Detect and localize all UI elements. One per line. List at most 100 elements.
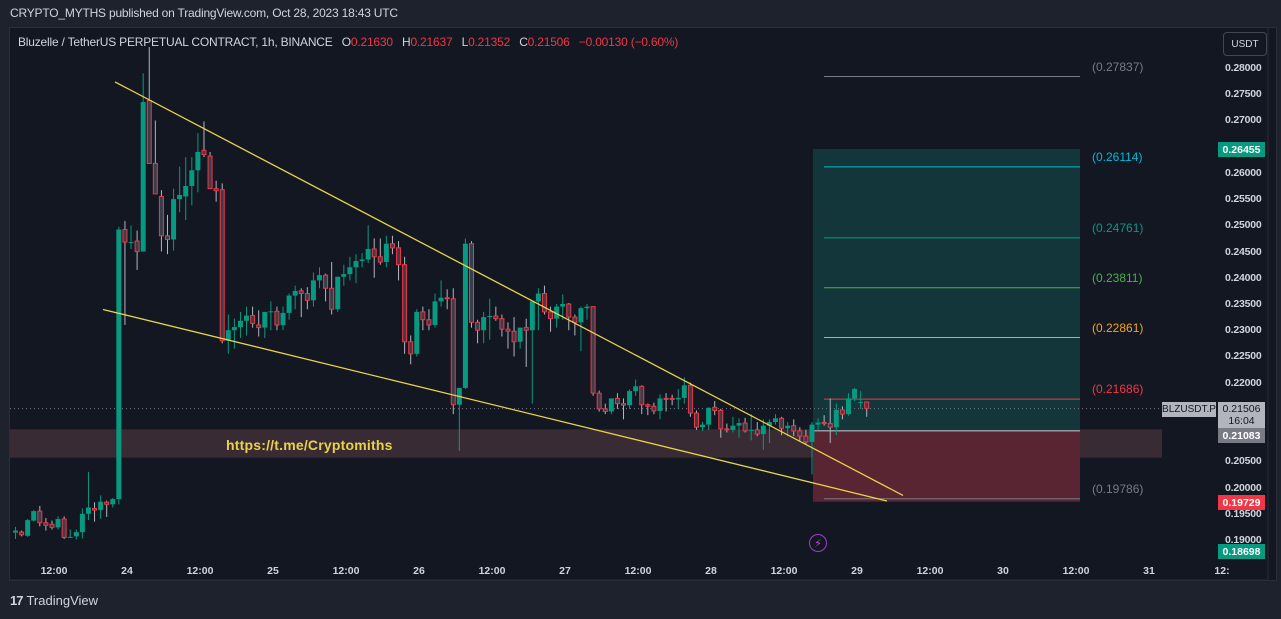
candle-body-down [718, 409, 724, 430]
candle-body-down [122, 229, 128, 243]
price-tick: 0.24500 [1225, 245, 1262, 258]
open-value: 0.21630 [350, 35, 393, 49]
tradingview-mark-icon: 17 [10, 593, 24, 608]
candle-body-up [675, 397, 681, 400]
candle-body-down [596, 392, 602, 410]
candle-body-down [134, 240, 140, 253]
candle-body-down [590, 306, 596, 394]
candle-body-up [760, 425, 766, 435]
candle-body-down [49, 523, 55, 528]
candle-body-up [858, 402, 864, 404]
candle-body-up [657, 398, 663, 411]
candle-body-up [815, 422, 821, 425]
candle-body-down [371, 248, 377, 258]
candle-body-down [821, 422, 827, 425]
time-tick: 30 [997, 565, 1009, 577]
candle-body-down [201, 149, 207, 156]
candle-body-down [572, 316, 578, 323]
candle-body-down [43, 522, 49, 526]
candle-body-down [408, 341, 414, 355]
candle-body-down [298, 290, 304, 295]
candle-body-down [566, 303, 572, 318]
candle-body-up [183, 185, 189, 197]
candle-body-up [852, 388, 858, 399]
candle-body-down [256, 324, 262, 329]
candle-body-up [414, 311, 420, 354]
candle-body-up [627, 391, 633, 406]
tradingview-logo[interactable]: 17 TradingView [10, 593, 98, 608]
candle-body-down [797, 430, 803, 437]
candle-body-down [669, 397, 675, 400]
time-tick: 12:00 [916, 565, 944, 577]
candle-body-down [614, 397, 620, 405]
candle-body-down [742, 422, 748, 432]
candle-body-up [773, 418, 778, 422]
lightning-event-icon[interactable]: ⚡ [809, 534, 827, 552]
candle-body-down [475, 321, 481, 331]
target-price-badge: 0.26455 [1218, 142, 1265, 157]
candle-body-up [280, 312, 286, 325]
candle-body-down [693, 412, 699, 428]
time-tick: 27 [559, 565, 571, 577]
low-price-badge: 0.18698 [1218, 544, 1265, 559]
candle-body-down [450, 298, 456, 406]
time-tick: 24 [121, 565, 133, 577]
candle-body-up [432, 301, 438, 325]
symbol-title[interactable]: Bluzelle / TetherUS PERPETUAL CONTRACT, … [18, 35, 333, 49]
candle-body-down [639, 385, 645, 406]
candle-body-down [402, 264, 408, 343]
candle-body-down [541, 293, 547, 313]
candle-body-up [608, 398, 614, 412]
candle-body-down [687, 384, 693, 414]
bar-countdown: 16:04 [1228, 415, 1255, 427]
candle-body-up [529, 301, 535, 331]
open-label: O [341, 35, 351, 49]
fib-level-label: (0.21686) [1092, 382, 1144, 396]
candle-body-up [262, 311, 268, 328]
candle-body-up [335, 276, 341, 310]
candle-body-up [584, 306, 590, 309]
candle-body-down [779, 417, 785, 429]
candle-body-up [517, 327, 523, 342]
time-tick: 26 [413, 565, 425, 577]
candle-body-down [712, 406, 718, 411]
candle-body-up [73, 532, 79, 537]
candle-body-up [79, 513, 85, 533]
candle-body-down [602, 408, 608, 413]
time-tick: 12:00 [770, 565, 798, 577]
candle-body-down [645, 404, 651, 407]
tradingview-wordmark: TradingView [26, 593, 99, 608]
price-tick: 0.20000 [1225, 481, 1262, 494]
candle-body-down [304, 293, 310, 301]
candle-body-down [377, 256, 383, 263]
candle-body-up [67, 536, 73, 538]
price-tick: 0.24000 [1225, 271, 1262, 284]
candle-body-up [171, 199, 177, 240]
candle-body-up [730, 425, 736, 430]
change-value: −0.00130 (−0.60%) [578, 35, 679, 49]
candle-body-down [803, 435, 809, 443]
fib-level-label: (0.27837) [1092, 60, 1144, 74]
candle-body-up [286, 295, 292, 313]
candle-body-down [426, 319, 432, 326]
high-value: 0.21637 [410, 35, 453, 49]
candle-body-down [61, 518, 67, 538]
time-tick: 31 [1143, 565, 1155, 577]
candle-body-down [864, 401, 870, 409]
candle-body-down [754, 429, 760, 435]
candle-body-up [317, 275, 322, 281]
telegram-link-annotation: https://t.me/Cryptomiths [226, 437, 393, 453]
candle-body-up [365, 248, 371, 260]
price-tick: 0.19500 [1225, 507, 1262, 520]
candle-body-down [651, 405, 657, 412]
candle-body-up [347, 267, 353, 275]
candle-body-up [292, 290, 298, 296]
high-label: H [401, 35, 411, 49]
candle-body-up [438, 297, 444, 302]
trendline-upper [114, 81, 904, 496]
candle-body-down [104, 501, 110, 505]
currency-button[interactable]: USDT [1223, 32, 1267, 56]
time-tick: 12:00 [40, 565, 68, 577]
candle-body-up [237, 320, 243, 328]
